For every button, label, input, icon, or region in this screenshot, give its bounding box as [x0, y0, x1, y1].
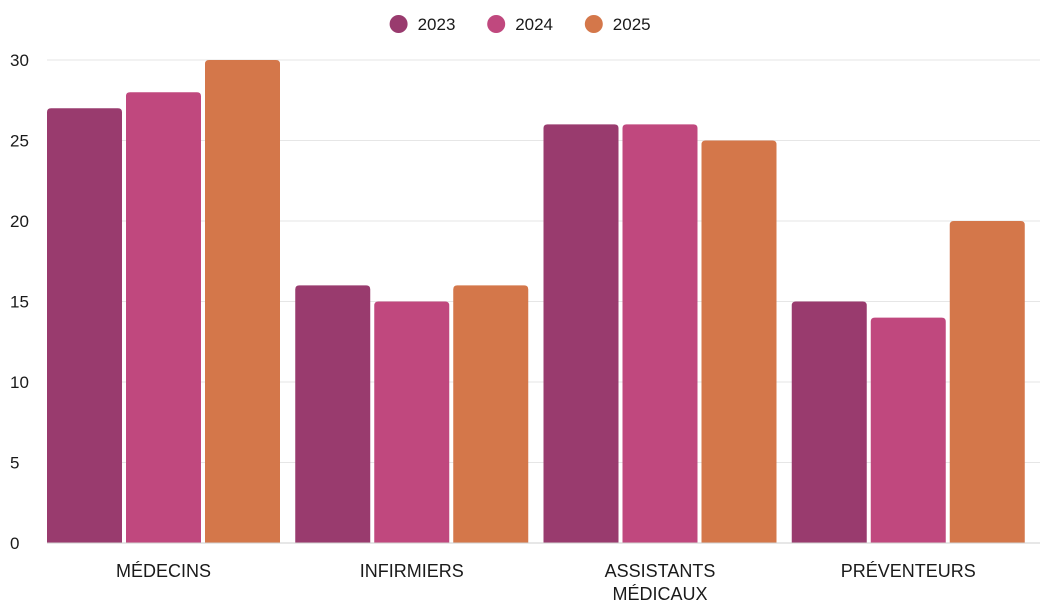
bar-2025-3 — [949, 221, 1025, 543]
y-tick-label: 5 — [10, 454, 19, 473]
bar-2023-1 — [295, 285, 371, 543]
axes: 0 5 10 15 20 25 30 MÉDECINS INFIRMIERS ASSISTANTS… — [10, 51, 1040, 604]
legend-marker — [487, 15, 506, 33]
bar-2024-0 — [126, 92, 201, 543]
x-category-label: PRÉVENTEURS — [841, 561, 976, 581]
y-tick-label: 20 — [10, 212, 29, 231]
legend-item-2023[interactable]: 2023 — [389, 15, 456, 34]
bar-2024-1 — [374, 301, 450, 543]
x-category-label: MÉDECINS — [116, 561, 211, 581]
legend-label: 2024 — [515, 15, 553, 34]
bar-2025-0 — [205, 60, 280, 543]
legend-item-2024[interactable]: 2024 — [487, 15, 553, 34]
bar-2023-2 — [543, 124, 619, 544]
bars — [47, 60, 1025, 544]
y-tick-label: 15 — [10, 293, 29, 312]
legend-marker — [389, 15, 408, 33]
legend-marker — [584, 15, 603, 33]
bar-2024-3 — [870, 317, 946, 543]
x-category-label: ASSISTANTS MÉDICAUX — [605, 561, 716, 604]
x-category-label: INFIRMIERS — [360, 561, 464, 581]
y-tick-label: 0 — [10, 534, 19, 553]
bar-2023-0 — [47, 108, 122, 544]
y-tick-label: 25 — [10, 132, 29, 151]
bar-2023-3 — [791, 301, 867, 543]
y-tick-label: 10 — [10, 373, 29, 392]
bar-2024-2 — [622, 124, 698, 544]
legend: 2023 2024 2025 — [389, 15, 651, 34]
legend-label: 2025 — [613, 15, 651, 34]
legend-label: 2023 — [418, 15, 456, 34]
legend-item-2025[interactable]: 2025 — [584, 15, 651, 34]
bar-2025-2 — [701, 140, 777, 543]
bar-2025-1 — [453, 285, 529, 543]
y-tick-label: 30 — [10, 51, 29, 70]
